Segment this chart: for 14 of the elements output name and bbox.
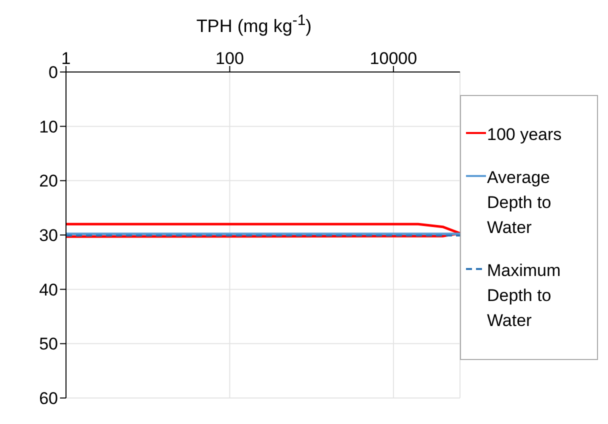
x-tick-label: 1 [61, 49, 71, 68]
legend-label: 100 years [487, 124, 562, 146]
y-tick-label: 30 [39, 226, 58, 246]
legend-label: Maximum Depth to Water [487, 260, 562, 332]
x-tick-label: 10000 [370, 49, 418, 68]
y-tick-label: 10 [39, 117, 58, 136]
x-axis-title: TPH (mg kg$^{-1}$) [195, 12, 313, 37]
y-tick-label: 60 [39, 389, 58, 408]
x-tick-label: 100 [216, 49, 244, 68]
y-tick-label: 50 [39, 334, 58, 354]
y-tick-label: 0 [48, 63, 58, 82]
y-tick-label: 20 [39, 172, 58, 191]
y-tick-label: 40 [39, 280, 58, 300]
legend-label: Average Depth to Water [487, 166, 552, 238]
